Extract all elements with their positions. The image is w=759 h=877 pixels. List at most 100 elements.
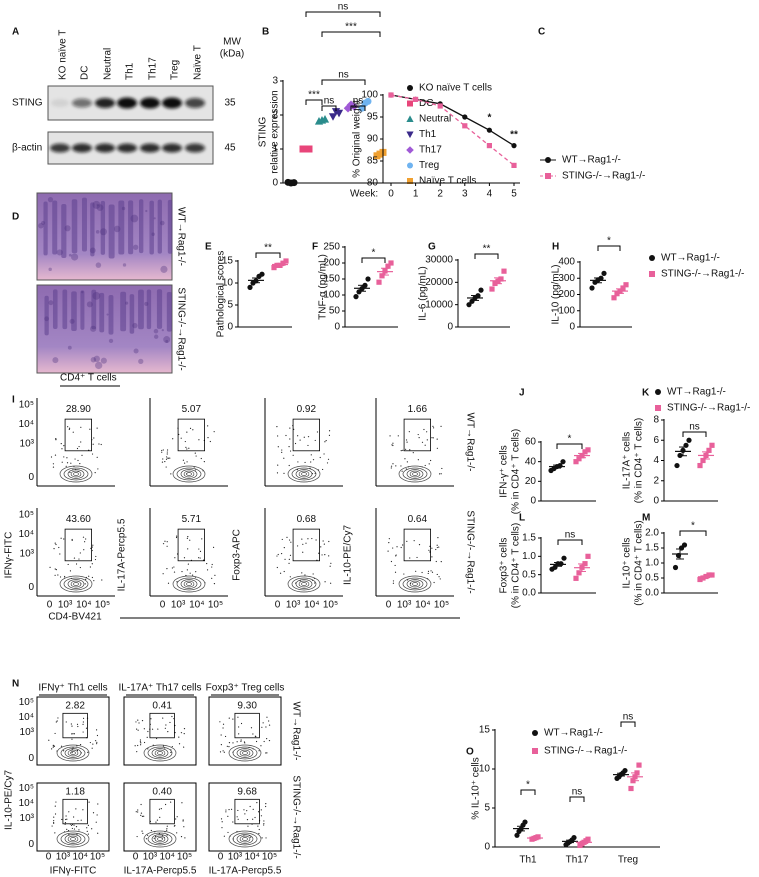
tissue-texture (153, 334, 159, 339)
flow-event (48, 739, 50, 741)
lane-label: Treg (170, 60, 181, 80)
flow-event (405, 448, 407, 450)
y-tick-label: 15 (479, 725, 491, 736)
flow-y-label: IL-10-PE/Cy7 (343, 525, 354, 585)
flow-event (185, 574, 187, 577)
panel-label: M (642, 513, 650, 524)
flow-event (82, 723, 84, 725)
flow-y-tick: 10⁵ (19, 783, 34, 794)
legend-label: STING-/-→Rag1-/- (544, 746, 627, 757)
flow-event (65, 465, 67, 467)
tissue-texture (95, 230, 100, 234)
y-tick-label: 250 (323, 242, 340, 253)
flow-event (423, 428, 425, 431)
y-tick-label: 0 (272, 178, 278, 189)
flow-event (268, 720, 270, 722)
flow-event (93, 437, 95, 439)
data-point (511, 143, 517, 149)
flow-event (54, 813, 57, 815)
tissue-texture (96, 203, 99, 207)
flow-event (137, 811, 139, 813)
flow-event (405, 468, 407, 470)
gate-percent: 0.64 (408, 514, 428, 525)
flow-event (182, 459, 185, 461)
flow-event (162, 449, 164, 451)
flow-y-tick: 10⁴ (19, 712, 34, 723)
flow-event (220, 744, 222, 746)
flow-event (435, 548, 437, 551)
flow-event (68, 833, 70, 835)
flow-event (321, 554, 323, 556)
mw-header: MW (223, 37, 241, 48)
tissue-texture (122, 263, 127, 267)
flow-contour (186, 472, 192, 476)
x-axis-label: Week: (350, 189, 378, 200)
flow-event (137, 744, 139, 747)
flow-event (252, 733, 254, 735)
flow-event (324, 441, 326, 443)
flow-event (307, 538, 309, 540)
flow-event (436, 544, 438, 546)
y-tick-label: 1 (272, 144, 278, 155)
flow-event (92, 544, 94, 546)
flow-event (83, 549, 85, 551)
y-tick-label: 10000 (425, 299, 453, 310)
tissue-texture (90, 325, 97, 332)
flow-event (166, 545, 168, 547)
blot-row-label: β-actin (12, 143, 42, 154)
flow-event (188, 447, 190, 449)
blot (47, 85, 214, 165)
flow-event (243, 809, 245, 811)
data-point (561, 555, 567, 561)
flow-event (172, 438, 174, 440)
flow-event (140, 812, 143, 814)
flow-event (86, 830, 88, 832)
flow-event (51, 825, 53, 827)
flow-event (402, 544, 404, 546)
data-point (681, 542, 688, 548)
flow-y-label: IL-17A-Percp5.5 (117, 518, 128, 591)
flow-event (85, 727, 88, 729)
flow-event (307, 436, 310, 438)
x-tick-label: Th1 (519, 855, 537, 866)
flow-event (268, 739, 271, 742)
flow-x-tick: 10³ (58, 600, 73, 611)
flow-contour (67, 469, 85, 479)
flow-event (170, 801, 172, 803)
flow-event (96, 734, 99, 737)
legend-label: WT→Rag1-/- (562, 155, 621, 166)
flow-event (97, 832, 99, 834)
flow-event (255, 736, 257, 738)
flow-contour (60, 746, 86, 760)
y-tick-label: 1.0 (645, 558, 659, 569)
tissue-texture (139, 199, 144, 254)
legend-marker (655, 405, 661, 411)
y-axis-label: (% in CD4⁺ T cells) (511, 429, 522, 514)
flow-event (211, 566, 213, 568)
flow-event (60, 537, 62, 539)
tissue-texture (93, 355, 100, 362)
flow-event (244, 813, 246, 815)
flow-event (406, 461, 408, 463)
flow-event (395, 554, 397, 556)
significance-label: ns (623, 712, 634, 723)
flow-x-tick: 0 (386, 600, 392, 611)
flow-event (392, 444, 394, 447)
flow-event (421, 571, 423, 574)
flow-event (71, 827, 73, 830)
significance-label: * (607, 236, 611, 247)
flow-event (431, 556, 433, 558)
significance-label: ns (324, 96, 335, 107)
flow-event (222, 750, 224, 752)
tissue-texture (132, 322, 138, 329)
flow-frame (208, 696, 282, 766)
flow-event (277, 435, 279, 437)
flow-event (184, 440, 186, 443)
tissue-texture (161, 329, 164, 332)
flow-event (51, 748, 53, 750)
flow-event (237, 809, 239, 812)
flow-event (319, 456, 321, 459)
y-tick-label: 100 (361, 90, 378, 101)
